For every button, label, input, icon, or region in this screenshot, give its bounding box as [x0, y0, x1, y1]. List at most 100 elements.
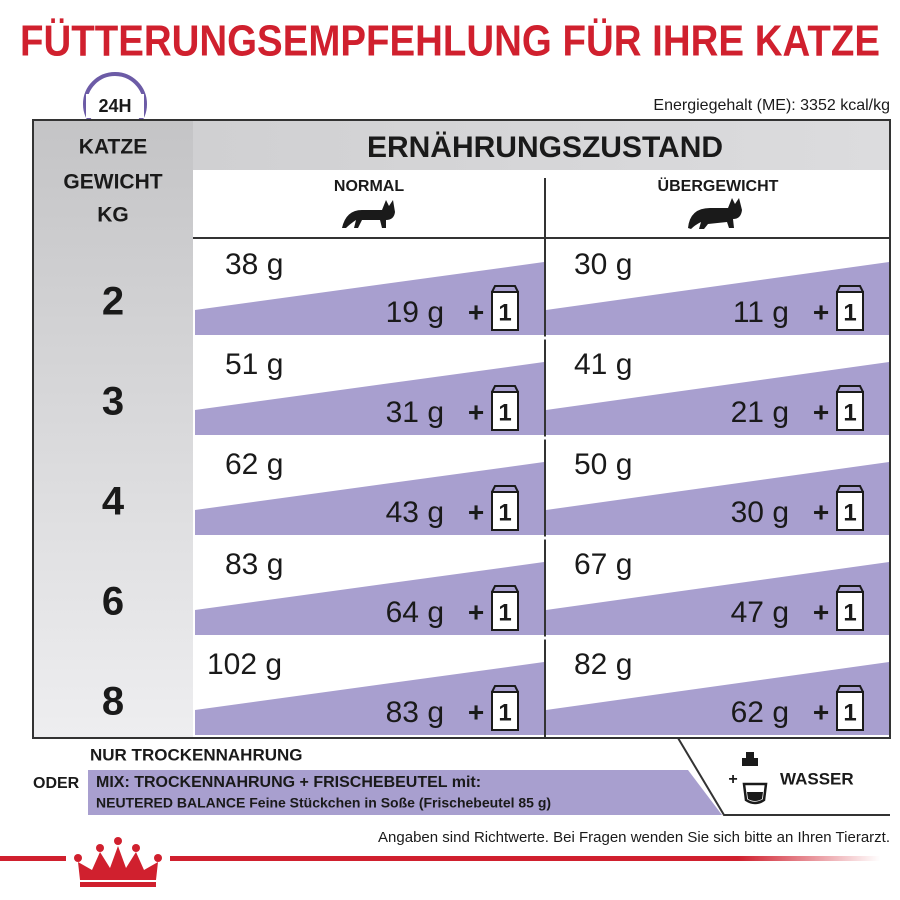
footer-line [170, 856, 880, 861]
mix-wedge [546, 662, 889, 735]
water-label: WASSER [780, 769, 854, 788]
plus-sign: + [468, 296, 484, 327]
column-header: NORMAL [334, 178, 404, 195]
dry-amount: 62 g [225, 448, 283, 481]
pouch-top [836, 285, 864, 293]
pouch-icon [836, 391, 864, 431]
legend-or: ODER [33, 775, 80, 792]
weight-header: KG [97, 204, 129, 227]
mix-wedge [546, 562, 889, 635]
plus-sign: + [468, 396, 484, 427]
cat-icon [342, 200, 395, 228]
pouch-count: 1 [498, 699, 511, 726]
mix-amount: 19 g [386, 296, 444, 329]
water-icon [742, 752, 768, 805]
pouch-icon [836, 591, 864, 631]
crown-logo [74, 837, 162, 887]
mix-amount: 43 g [386, 496, 444, 529]
pouch-top [491, 385, 519, 393]
legend-mix-bg [88, 770, 722, 815]
plus-sign: + [468, 596, 484, 627]
legend-mix: MIX: TROCKENNAHRUNG + FRISCHEBEUTEL mit: [96, 774, 481, 791]
dry-amount: 67 g [574, 548, 632, 581]
mix-amount: 30 g [731, 496, 789, 529]
water-box [677, 737, 890, 816]
legend-mix-product: NEUTERED BALANCE Feine Stückchen in Soße… [96, 795, 551, 811]
pouch-count: 1 [843, 299, 856, 326]
mix-wedge [195, 562, 544, 635]
footer-note: Angaben sind Richtwerte. Bei Fragen wend… [378, 829, 890, 846]
title: FÜTTERUNGSEMPFEHLUNG FÜR IHRE KATZE [20, 17, 880, 66]
pouch-top [491, 685, 519, 693]
plus-sign: + [468, 496, 484, 527]
weight-value: 8 [102, 680, 124, 724]
pouch-icon [836, 691, 864, 731]
pouch-top [491, 485, 519, 493]
condition-header: ERNÄHRUNGSZUSTAND [367, 131, 723, 164]
pouch-icon [836, 491, 864, 531]
dry-amount: 38 g [225, 248, 283, 281]
dry-amount: 41 g [574, 348, 632, 381]
dry-amount: 82 g [574, 648, 632, 681]
weight-value: 6 [102, 580, 124, 624]
mix-wedge [546, 362, 889, 435]
pouch-icon [491, 491, 519, 531]
pouch-icon [491, 591, 519, 631]
pouch-count: 1 [498, 499, 511, 526]
legend-dry-only: NUR TROCKENNAHRUNG [90, 745, 303, 764]
table-border [32, 119, 891, 739]
mix-amount: 11 g [733, 296, 789, 329]
mix-wedge [195, 362, 544, 435]
weight-value: 2 [102, 280, 124, 324]
dry-amount: 51 g [225, 348, 283, 381]
pouch-top [836, 485, 864, 493]
pouch-top [836, 585, 864, 593]
plus-sign: + [468, 696, 484, 727]
pouch-icon [836, 291, 864, 331]
weight-value: 3 [102, 380, 124, 424]
mix-amount: 64 g [386, 596, 444, 629]
weight-header: GEWICHT [63, 171, 162, 194]
energy-info: Energiegehalt (ME): 3352 kcal/kg [653, 97, 890, 114]
mix-wedge [546, 462, 889, 535]
pouch-count: 1 [843, 699, 856, 726]
plus-sign: + [813, 396, 829, 427]
pouch-count: 1 [498, 599, 511, 626]
water-plus: + [728, 771, 737, 788]
pouch-top [491, 285, 519, 293]
plus-sign: + [813, 696, 829, 727]
pouch-top [836, 685, 864, 693]
pouch-count: 1 [843, 499, 856, 526]
mix-amount: 21 g [731, 396, 789, 429]
mix-amount: 47 g [731, 596, 789, 629]
footer-line [0, 856, 66, 861]
plus-sign: + [813, 596, 829, 627]
pouch-icon [491, 391, 519, 431]
cat-icon [688, 198, 742, 229]
clock-label: 24H [98, 96, 131, 116]
column-header: ÜBERGEWICHT [658, 176, 779, 195]
pouch-icon [491, 291, 519, 331]
mix-wedge [195, 262, 544, 335]
plus-sign: + [813, 496, 829, 527]
mix-wedge [195, 462, 544, 535]
pouch-count: 1 [498, 399, 511, 426]
mix-amount: 31 g [386, 396, 444, 429]
plus-sign: + [813, 296, 829, 327]
mix-amount: 83 g [386, 696, 444, 729]
weight-column [33, 120, 193, 738]
dry-amount: 102 g [207, 648, 282, 681]
mix-amount: 62 g [731, 696, 789, 729]
dry-amount: 83 g [225, 548, 283, 581]
weight-header: KATZE [79, 136, 147, 159]
pouch-count: 1 [843, 399, 856, 426]
weight-value: 4 [102, 480, 125, 524]
pouch-count: 1 [843, 599, 856, 626]
pouch-icon [491, 691, 519, 731]
dry-amount: 30 g [574, 248, 632, 281]
pouch-top [491, 585, 519, 593]
mix-wedge [546, 262, 889, 335]
mix-wedge [195, 662, 544, 735]
dry-amount: 50 g [574, 448, 632, 481]
